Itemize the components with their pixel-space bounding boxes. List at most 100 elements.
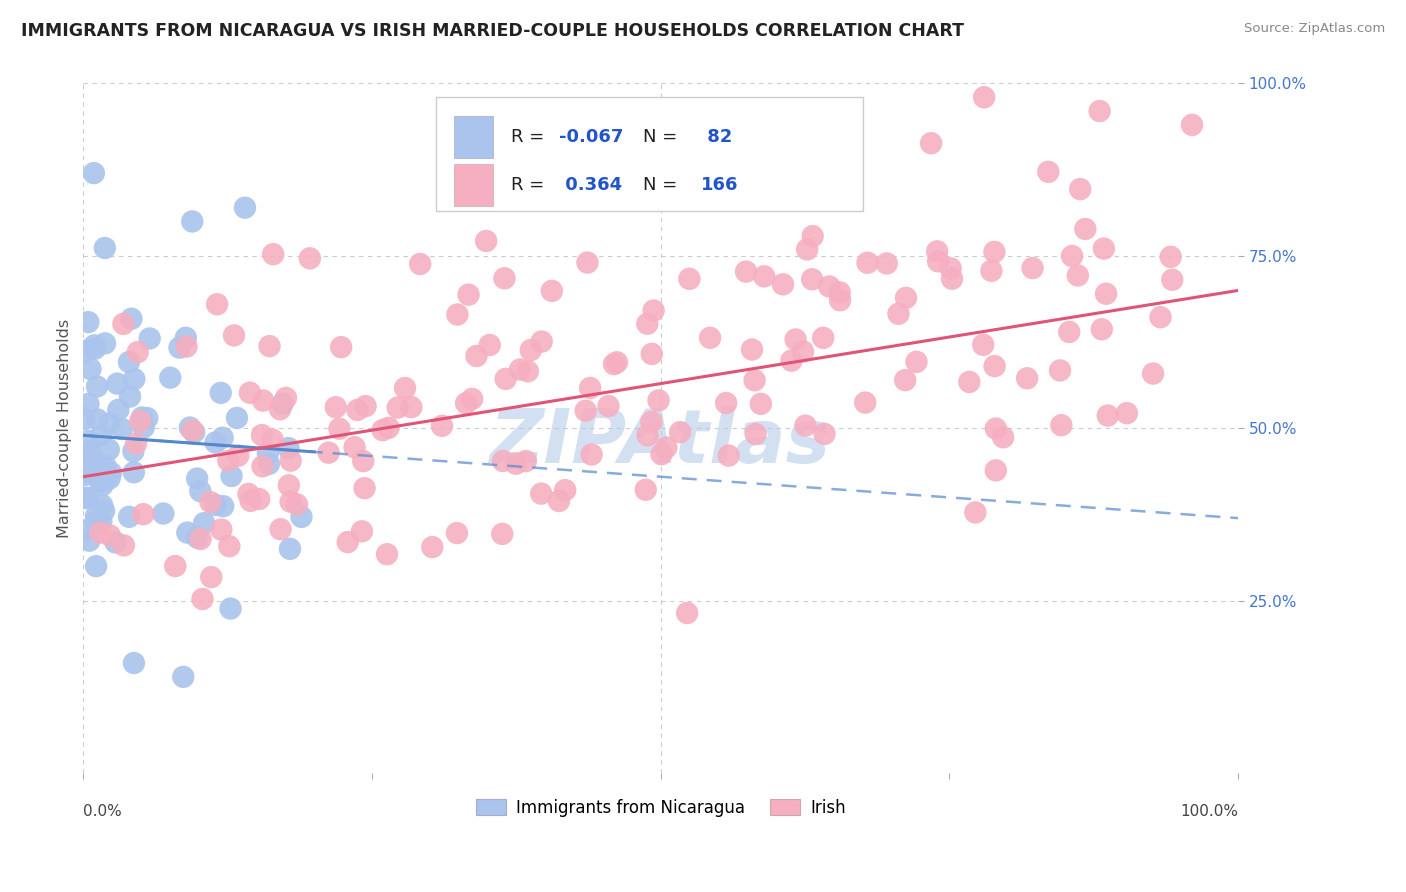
Point	[772, 277, 794, 292]
Point	[120, 311, 142, 326]
Point	[77, 315, 100, 329]
Point	[581, 448, 603, 462]
Point	[461, 392, 484, 406]
Point	[749, 397, 772, 411]
Point	[89, 468, 111, 483]
Point	[127, 345, 149, 359]
Point	[84, 508, 107, 523]
Point	[186, 472, 208, 486]
Text: IMMIGRANTS FROM NICARAGUA VS IRISH MARRIED-COUPLE HOUSEHOLDS CORRELATION CHART: IMMIGRANTS FROM NICARAGUA VS IRISH MARRI…	[21, 22, 965, 40]
Point	[1091, 322, 1114, 336]
Point	[193, 516, 215, 530]
Point	[983, 359, 1005, 373]
Point	[188, 484, 211, 499]
Point	[186, 531, 208, 545]
Point	[271, 397, 294, 411]
Point	[239, 385, 262, 400]
Point	[887, 307, 910, 321]
Point	[84, 559, 107, 574]
Point	[972, 338, 994, 352]
Point	[298, 252, 321, 266]
Text: 100.0%: 100.0%	[1180, 804, 1239, 819]
Point	[1088, 103, 1111, 118]
Point	[353, 481, 375, 495]
Point	[576, 255, 599, 269]
Point	[957, 375, 980, 389]
Point	[669, 425, 692, 439]
Point	[387, 401, 409, 415]
Point	[169, 341, 191, 355]
Point	[122, 444, 145, 458]
Point	[73, 524, 96, 538]
Point	[77, 397, 100, 411]
Point	[204, 498, 226, 512]
Point	[818, 279, 841, 293]
Point	[735, 265, 758, 279]
Point	[350, 524, 373, 539]
Point	[1038, 165, 1060, 179]
Text: -0.067: -0.067	[560, 128, 623, 146]
Point	[107, 402, 129, 417]
Point	[796, 243, 818, 257]
FancyBboxPatch shape	[436, 97, 863, 211]
Point	[277, 441, 299, 455]
Point	[641, 347, 664, 361]
Point	[409, 257, 432, 271]
Point	[494, 271, 516, 285]
Point	[530, 486, 553, 500]
Point	[491, 527, 513, 541]
Point	[941, 271, 963, 285]
Point	[717, 449, 740, 463]
Text: 82: 82	[702, 128, 733, 146]
Point	[516, 364, 538, 378]
Point	[259, 339, 281, 353]
Point	[1057, 325, 1080, 339]
Point	[446, 308, 468, 322]
Point	[176, 340, 198, 354]
Point	[876, 256, 898, 270]
Point	[354, 399, 377, 413]
Point	[209, 385, 232, 400]
Point	[647, 393, 669, 408]
Point	[430, 418, 453, 433]
Point	[132, 420, 155, 434]
Point	[262, 433, 284, 447]
Point	[129, 414, 152, 428]
Point	[554, 483, 576, 497]
Point	[744, 426, 766, 441]
Text: N =: N =	[644, 128, 678, 146]
Point	[181, 214, 204, 228]
Point	[73, 491, 96, 505]
Point	[165, 559, 187, 574]
Point	[112, 538, 135, 552]
Point	[515, 454, 537, 468]
Point	[973, 90, 995, 104]
Point	[122, 465, 145, 479]
Point	[636, 317, 658, 331]
Point	[927, 244, 949, 259]
Point	[1181, 118, 1204, 132]
Point	[346, 403, 368, 417]
Point	[1095, 286, 1118, 301]
Point	[152, 507, 174, 521]
Point	[446, 526, 468, 541]
Point	[73, 412, 96, 426]
Text: 0.364: 0.364	[560, 177, 623, 194]
Point	[575, 403, 598, 417]
FancyBboxPatch shape	[454, 116, 494, 158]
Point	[200, 570, 222, 584]
Point	[118, 355, 141, 369]
Text: 166: 166	[702, 177, 738, 194]
Point	[124, 372, 146, 386]
Point	[801, 272, 824, 286]
Point	[136, 411, 159, 425]
Point	[94, 336, 117, 351]
Point	[122, 656, 145, 670]
Point	[226, 449, 249, 463]
Point	[637, 428, 659, 442]
Point	[86, 379, 108, 393]
Point	[965, 505, 987, 519]
Point	[98, 528, 121, 542]
Point	[457, 287, 479, 301]
Point	[754, 269, 776, 284]
